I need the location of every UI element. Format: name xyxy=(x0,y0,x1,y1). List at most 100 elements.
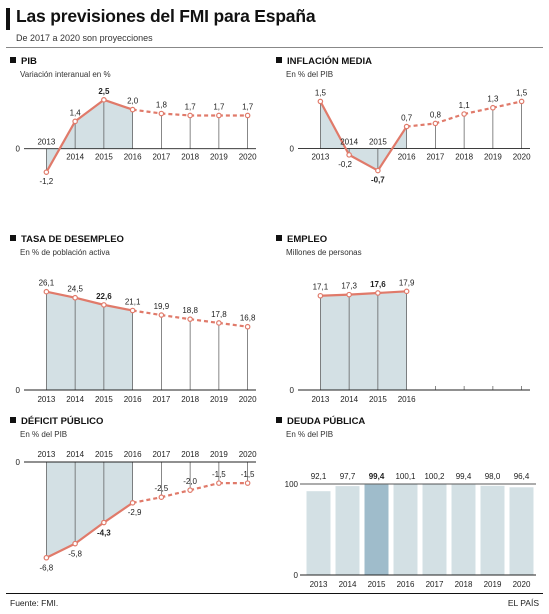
data-point xyxy=(158,110,165,117)
data-point xyxy=(187,487,193,493)
x-tick-label: 2013 xyxy=(37,395,55,404)
x-tick-label: 2018 xyxy=(455,153,473,162)
publisher-credit: EL PAÍS xyxy=(507,598,539,608)
x-tick-label: 2013 xyxy=(310,580,328,589)
series-segment xyxy=(103,501,134,524)
x-tick-label: 2016 xyxy=(124,153,142,162)
data-label: -6,8 xyxy=(39,564,53,573)
data-label: 1,4 xyxy=(70,108,82,117)
series-segment xyxy=(349,291,378,296)
data-label: 100,1 xyxy=(395,472,416,481)
page-subtitle: De 2017 a 2020 son proyecciones xyxy=(16,33,153,43)
data-label: -0,7 xyxy=(371,176,385,185)
data-point xyxy=(43,169,50,175)
panel-title-empleo: EMPLEO xyxy=(276,234,327,245)
series-segment xyxy=(103,98,133,111)
bar xyxy=(393,483,418,575)
x-tick-label: 2020 xyxy=(239,450,257,459)
page-title: Las previsiones del FMI para España xyxy=(16,6,316,26)
x-tick-label: 2017 xyxy=(426,580,444,589)
data-label: 18,8 xyxy=(182,306,198,315)
data-label: 17,3 xyxy=(341,282,357,291)
data-point xyxy=(158,494,165,500)
projection-segment xyxy=(189,318,220,325)
y-tick-label: 0 xyxy=(290,145,295,154)
x-tick-label: 2016 xyxy=(398,395,416,404)
projection-segment xyxy=(435,112,465,125)
data-label: 19,9 xyxy=(154,302,170,311)
x-tick-label: 2014 xyxy=(339,580,357,589)
y-tick-label: 0 xyxy=(16,458,21,467)
y-tick-label: 0 xyxy=(290,386,295,395)
data-label: 2,5 xyxy=(98,87,110,96)
data-point xyxy=(101,302,107,308)
x-tick-label: 2020 xyxy=(513,580,531,589)
data-label: 24,5 xyxy=(67,285,83,294)
data-label: -2,9 xyxy=(128,508,142,517)
data-label: 0,7 xyxy=(401,114,413,123)
data-point xyxy=(129,307,136,314)
x-tick-label: 2018 xyxy=(181,153,199,162)
x-tick-label: 2019 xyxy=(210,395,228,404)
shaded-area xyxy=(46,99,133,173)
x-tick-label: 2016 xyxy=(124,395,142,404)
x-tick-label: 2014 xyxy=(340,395,358,404)
series-segment xyxy=(376,125,408,172)
data-point xyxy=(244,323,251,330)
series-segment xyxy=(74,296,105,306)
shaded-area xyxy=(46,462,133,558)
bar xyxy=(364,484,389,575)
x-tick-label: 2014 xyxy=(340,138,358,147)
chart-inflacion: 0 1,5 -0,2 -0,7 0,7 0,8 1,1 1,3 1,5 2013 2014 2015 2… xyxy=(290,88,532,185)
data-point xyxy=(346,291,352,298)
x-tick-label: 2013 xyxy=(311,153,329,162)
bar xyxy=(335,486,360,575)
title-accent-bar xyxy=(6,8,10,30)
data-point xyxy=(216,112,222,119)
x-tick-label: 2013 xyxy=(311,395,329,404)
data-label: -2,5 xyxy=(154,484,168,493)
data-point xyxy=(346,152,352,158)
data-label: 2,0 xyxy=(127,97,139,106)
panel-title-deficit: DÉFICIT PÚBLICO xyxy=(10,416,103,427)
x-tick-label: 2016 xyxy=(398,153,416,162)
projection-segment xyxy=(406,122,436,128)
x-tick-label: 2020 xyxy=(513,153,531,162)
x-tick-label: 2019 xyxy=(484,153,502,162)
x-tick-label: 2015 xyxy=(368,580,386,589)
projection-segment xyxy=(189,482,220,492)
data-point xyxy=(129,500,136,506)
data-point xyxy=(43,288,50,295)
data-label: 1,5 xyxy=(315,88,327,97)
data-point xyxy=(187,112,193,119)
x-tick-label: 2017 xyxy=(152,395,170,404)
chart-desempleo: 0 26,1 24,5 22,6 21,1 19,9 18,8 17,8 16,8 2013 201… xyxy=(16,279,258,404)
data-point xyxy=(72,118,78,125)
data-point xyxy=(317,292,324,299)
bar xyxy=(306,491,331,575)
projection-segment xyxy=(463,106,494,116)
panel-title-deuda: DEUDA PÚBLICA xyxy=(276,416,365,427)
panel-subtitle-inflacion: En % del PIB xyxy=(286,70,334,79)
y-tick-label: 0 xyxy=(16,145,21,154)
data-label: 17,1 xyxy=(313,283,329,292)
data-label: 22,6 xyxy=(96,292,112,301)
data-label: 16,8 xyxy=(240,314,256,323)
projection-segment xyxy=(132,496,162,504)
data-label: 17,6 xyxy=(370,280,386,289)
x-tick-label: 2015 xyxy=(369,395,387,404)
series-segment xyxy=(348,153,379,172)
projection-segment xyxy=(218,321,248,328)
series-segment xyxy=(45,542,76,559)
panel-subtitle-deficit: En % del PIB xyxy=(20,430,68,439)
panel-subtitle-deuda: En % del PIB xyxy=(286,430,334,439)
data-label: -1,5 xyxy=(212,470,226,479)
x-tick-label: 2015 xyxy=(95,450,113,459)
projection-segment xyxy=(161,489,191,499)
data-point xyxy=(72,294,78,301)
data-label: 21,1 xyxy=(125,298,141,307)
y-tick-label: 0 xyxy=(16,386,21,395)
data-point xyxy=(158,312,165,318)
data-label: 1,7 xyxy=(213,102,225,111)
x-tick-label: 2015 xyxy=(95,153,113,162)
